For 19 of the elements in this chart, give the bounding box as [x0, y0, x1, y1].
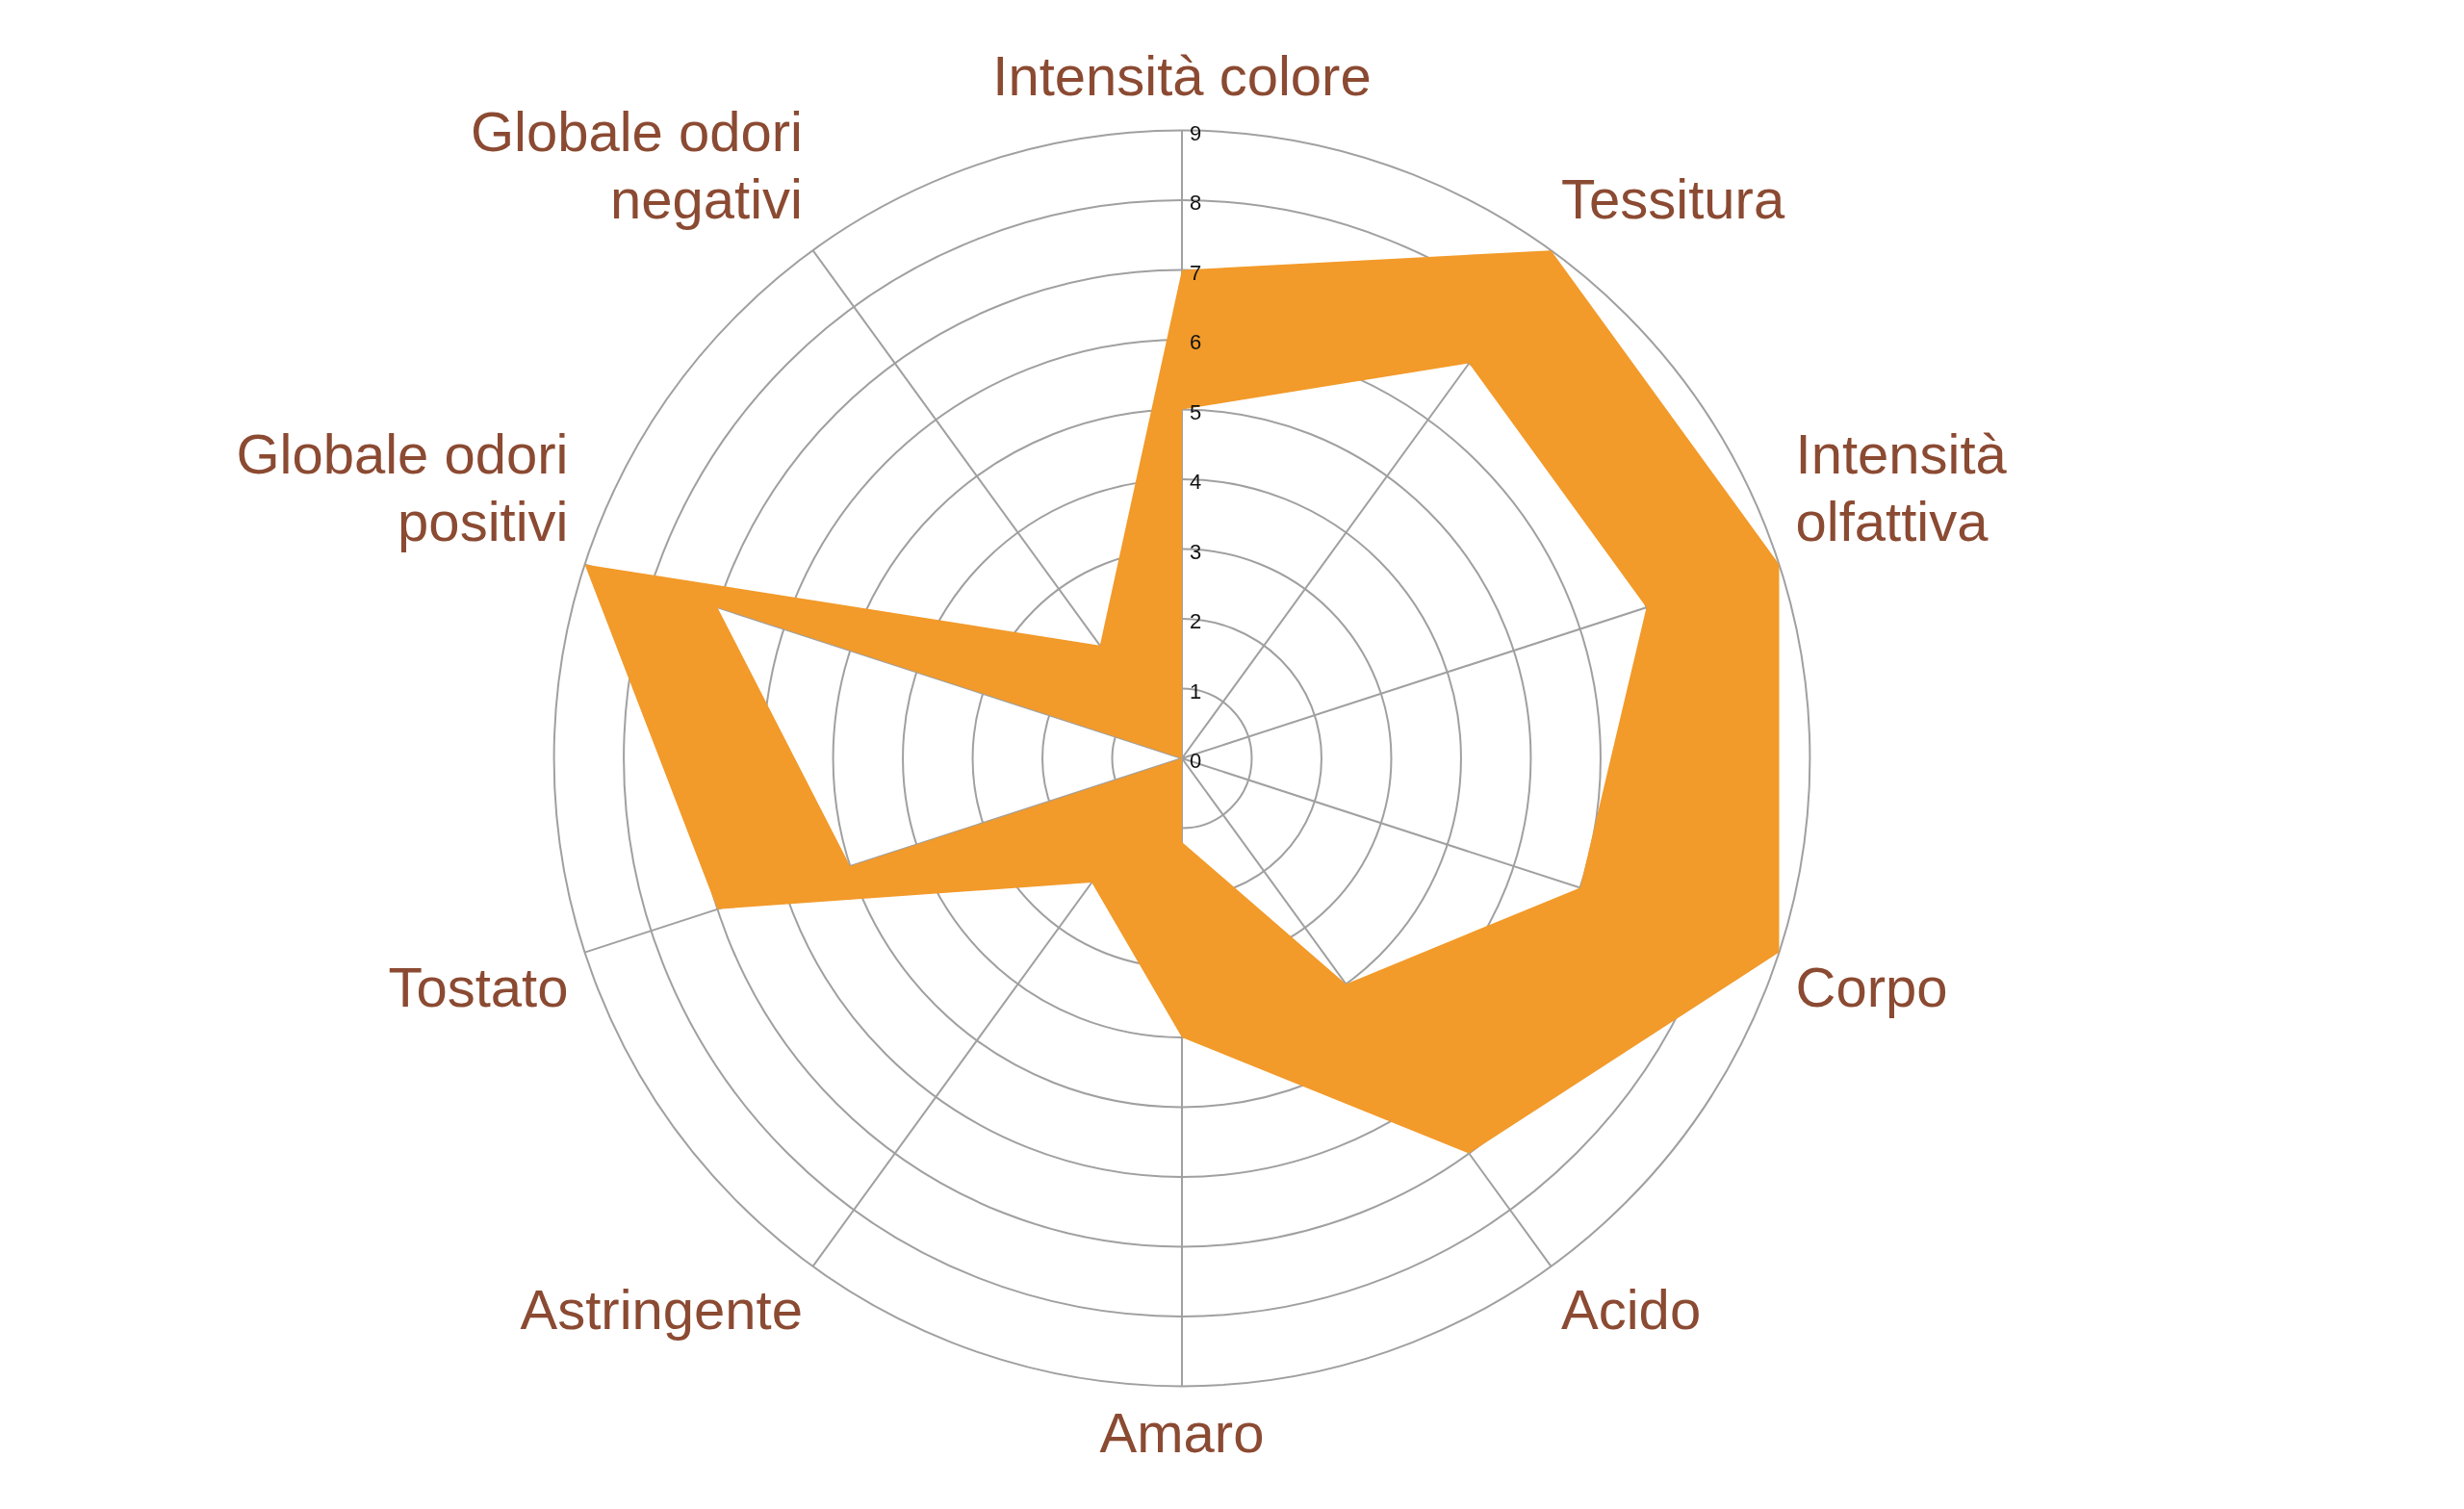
y-tick-label: 1 — [1190, 678, 1202, 703]
y-tick-label: 0 — [1190, 749, 1202, 774]
y-tick-label: 5 — [1190, 399, 1202, 424]
y-tick-label: 6 — [1190, 330, 1202, 355]
y-tick-label: 2 — [1190, 609, 1202, 634]
spoke-label: Corpo — [1795, 955, 1948, 1018]
y-tick-label: 3 — [1190, 539, 1202, 564]
spoke-label: Acido — [1561, 1278, 1702, 1342]
y-tick-label: 8 — [1190, 191, 1202, 216]
y-tick-label: 9 — [1190, 120, 1202, 145]
spoke-label: Globale odori negativi — [470, 100, 803, 230]
y-tick-label: 4 — [1190, 470, 1202, 495]
spoke-label: Intensità olfattiva — [1795, 422, 2008, 553]
spoke-label: Amaro — [1099, 1401, 1265, 1465]
spoke-label: Astringente — [520, 1278, 803, 1342]
spoke-label: Globale odori positivi — [236, 422, 569, 553]
spoke-label: Tostato — [388, 955, 569, 1018]
spoke-label: Intensità colore — [992, 43, 1372, 107]
spoke-label: Tessitura — [1561, 166, 1785, 230]
